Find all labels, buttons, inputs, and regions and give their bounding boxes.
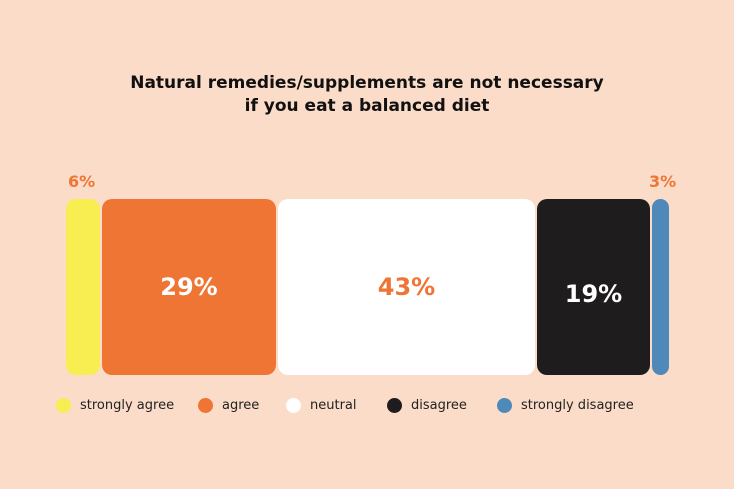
- legend-item-neutral: neutral: [286, 398, 357, 413]
- legend-label: neutral: [310, 398, 357, 413]
- legend-dot-icon: [387, 398, 402, 413]
- legend-item-agree: agree: [198, 398, 259, 413]
- legend-label: strongly disagree: [521, 398, 634, 413]
- legend-item-strongly-disagree: strongly disagree: [497, 398, 634, 413]
- segment-strongly-agree: [66, 199, 100, 375]
- segment-neutral: 43%: [278, 199, 535, 375]
- legend-dot-icon: [286, 398, 301, 413]
- legend-label: disagree: [411, 398, 467, 413]
- label-strongly-agree: 6%: [68, 172, 96, 191]
- label-strongly-disagree: 3%: [649, 172, 677, 191]
- segment-agree-label: 29%: [160, 273, 218, 301]
- title-line-1: Natural remedies/supplements are not nec…: [130, 73, 604, 93]
- legend-dot-icon: [56, 398, 71, 413]
- chart-title: Natural remedies/supplements are not nec…: [0, 72, 734, 118]
- legend-item-disagree: disagree: [387, 398, 467, 413]
- segment-strongly-disagree: [652, 199, 669, 375]
- segment-neutral-label: 43%: [377, 273, 436, 301]
- legend-dot-icon: [198, 398, 213, 413]
- legend-label: agree: [222, 398, 260, 413]
- segment-agree: 29%: [102, 199, 276, 375]
- segment-disagree-label: 19%: [564, 280, 623, 308]
- title-line-2: if you eat a balanced diet: [244, 96, 490, 116]
- segment-disagree: 19%: [537, 199, 650, 375]
- legend: strongly agree agree neutral disagree st…: [0, 398, 734, 418]
- legend-item-strongly-agree: strongly agree: [56, 398, 174, 413]
- legend-dot-icon: [497, 398, 512, 413]
- legend-label: strongly agree: [80, 398, 175, 413]
